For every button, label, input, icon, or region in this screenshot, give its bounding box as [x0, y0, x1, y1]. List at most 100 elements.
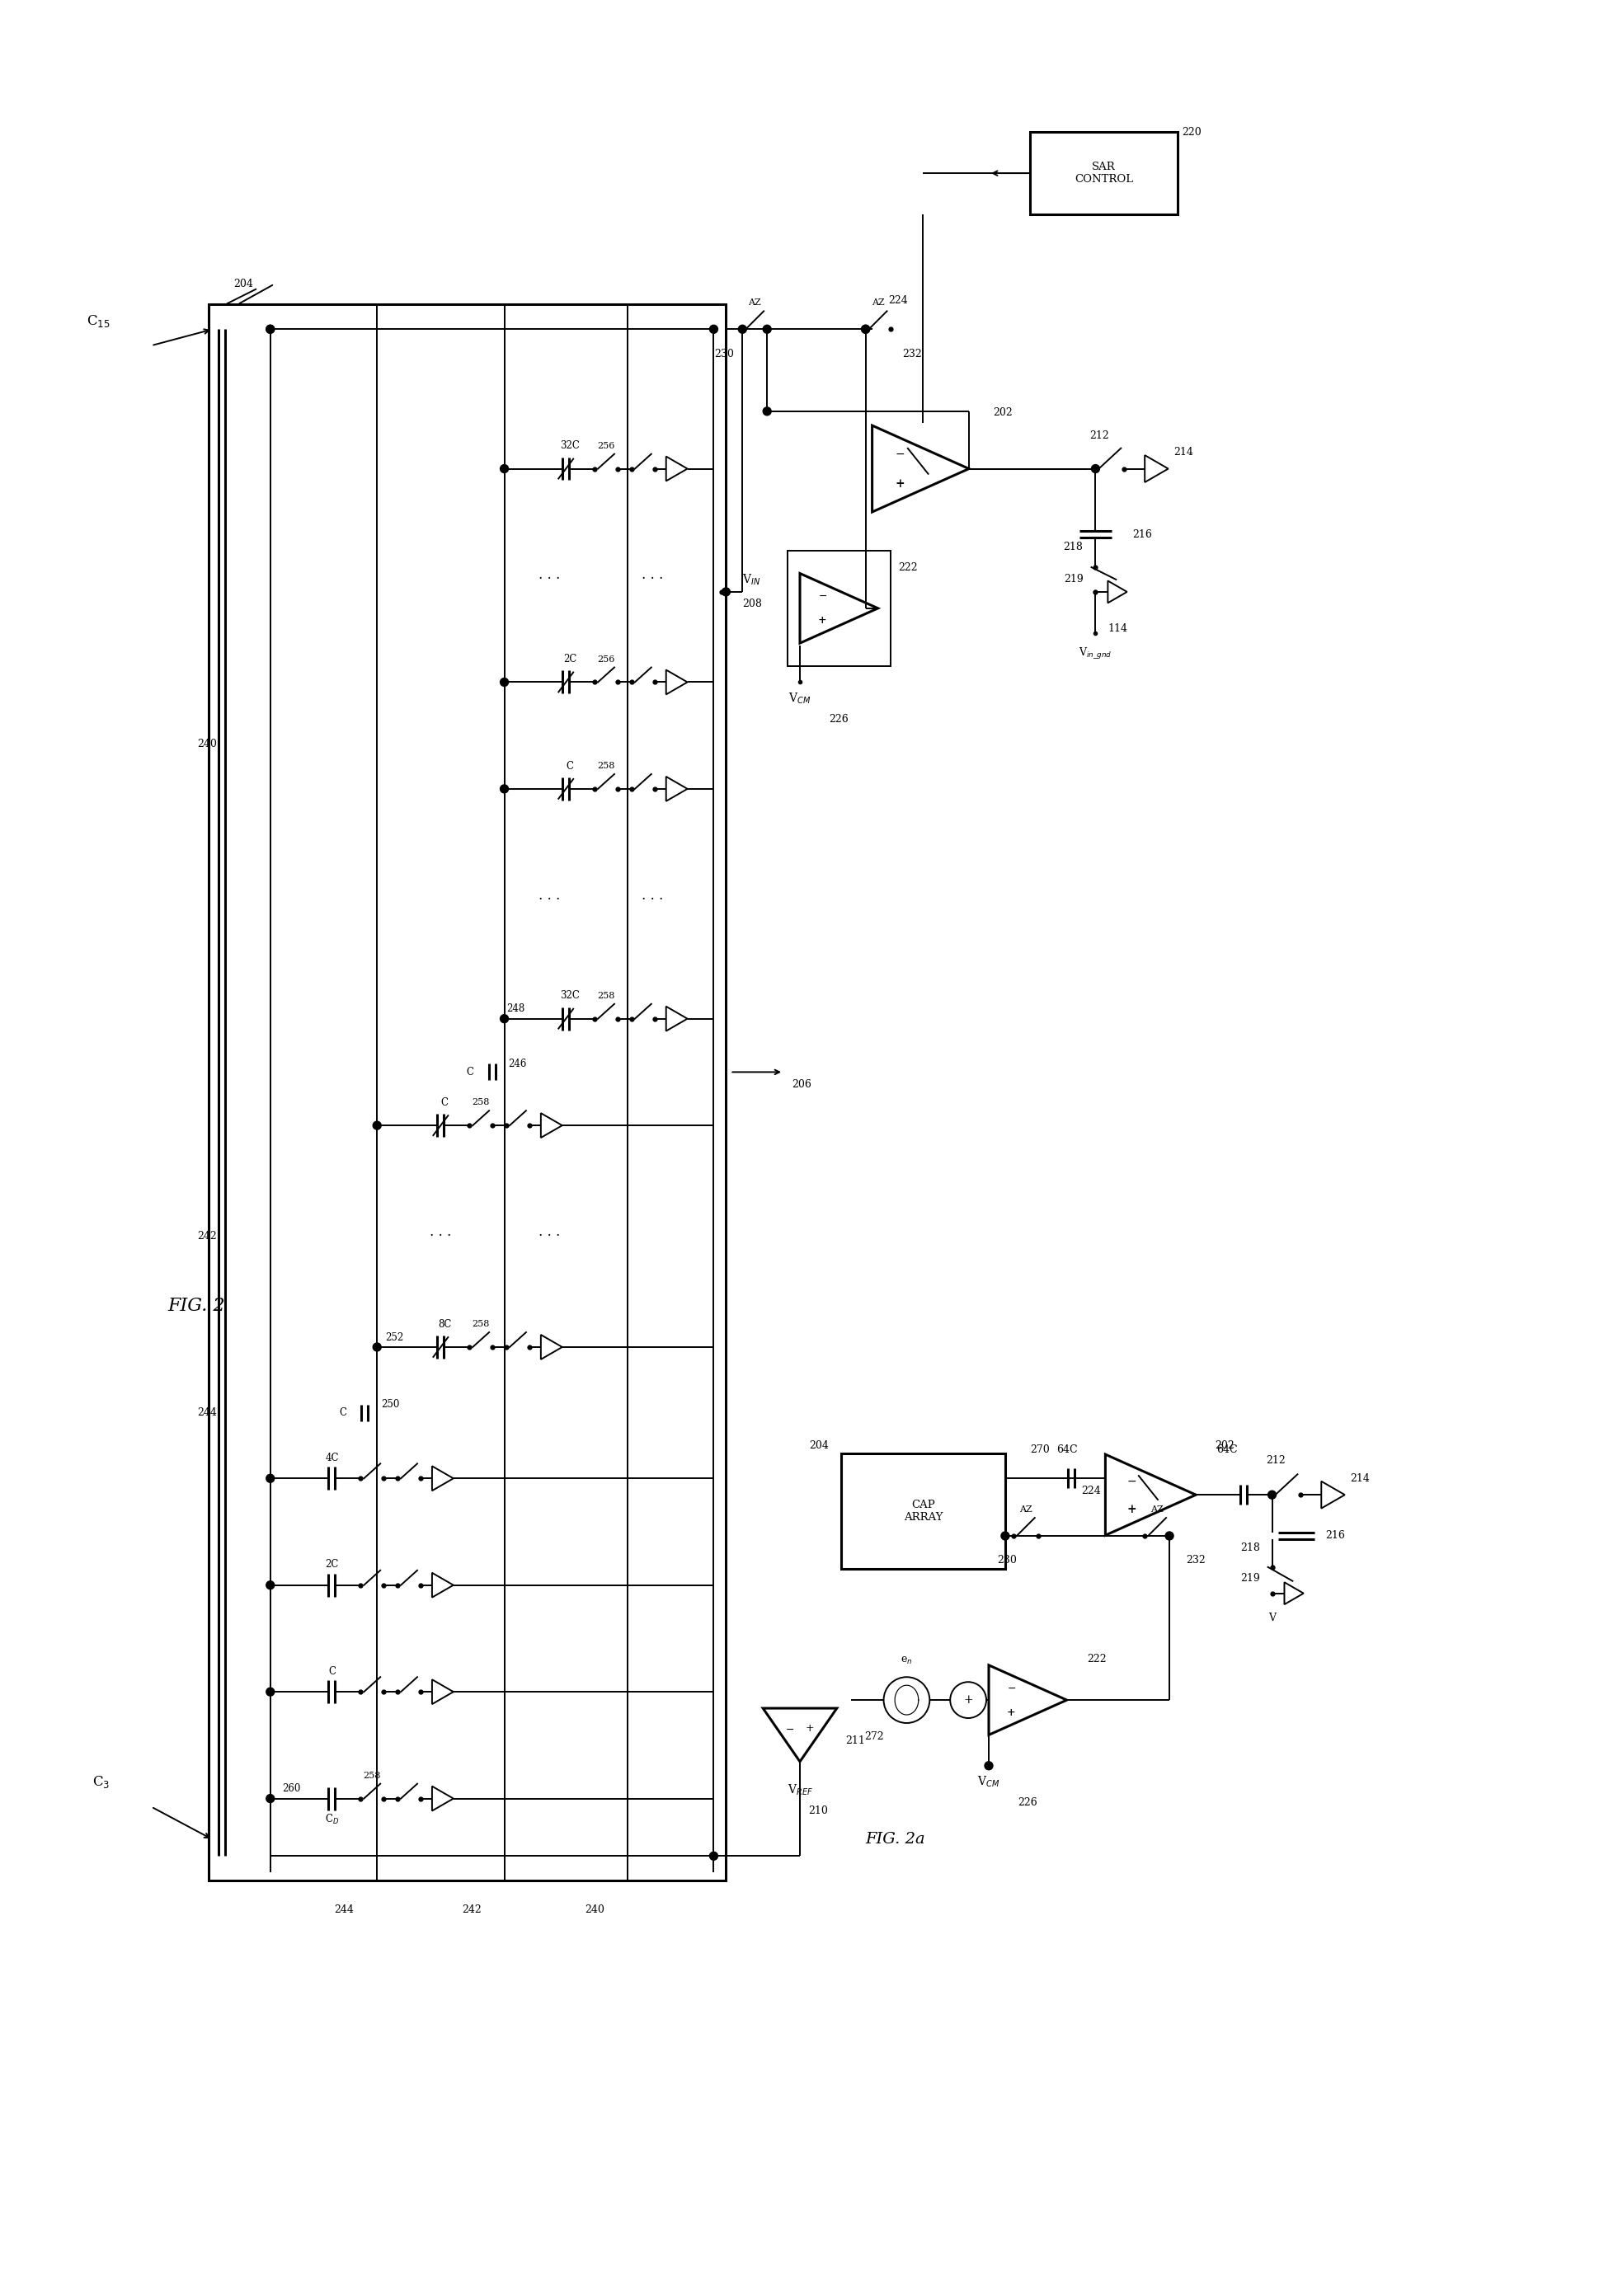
Circle shape — [265, 1582, 275, 1589]
Text: 202: 202 — [993, 409, 1012, 418]
Text: 32C: 32C — [560, 990, 580, 1001]
Text: C: C — [566, 760, 574, 771]
Text: . . .: . . . — [641, 569, 664, 583]
Text: 242: 242 — [197, 1231, 217, 1242]
Text: 260: 260 — [283, 1784, 301, 1793]
Circle shape — [1001, 1531, 1009, 1541]
Circle shape — [985, 1761, 993, 1770]
Circle shape — [373, 1120, 381, 1130]
Text: 216: 216 — [1132, 528, 1153, 540]
Text: 212: 212 — [1091, 432, 1110, 441]
Text: 202: 202 — [1215, 1440, 1234, 1451]
Text: $-$: $-$ — [819, 590, 827, 602]
Circle shape — [710, 326, 718, 333]
Text: 204: 204 — [809, 1440, 828, 1451]
Circle shape — [500, 1015, 508, 1022]
Text: AZ: AZ — [1151, 1506, 1164, 1513]
Text: 244: 244 — [334, 1903, 353, 1915]
Text: AZ: AZ — [871, 298, 884, 308]
Text: +: + — [819, 615, 827, 627]
Text: 226: 226 — [1017, 1798, 1038, 1807]
Text: 246: 246 — [508, 1058, 526, 1070]
Circle shape — [500, 464, 508, 473]
Circle shape — [710, 1853, 718, 1860]
Circle shape — [1166, 1531, 1174, 1541]
Text: 244: 244 — [197, 1407, 217, 1419]
Text: FIG. 2a: FIG. 2a — [865, 1832, 926, 1846]
Text: 248: 248 — [507, 1003, 524, 1015]
Text: 208: 208 — [742, 599, 763, 608]
Text: . . .: . . . — [539, 889, 560, 902]
Text: 222: 222 — [899, 563, 918, 572]
Circle shape — [862, 326, 870, 333]
Text: 218: 218 — [1063, 542, 1083, 551]
Circle shape — [265, 1795, 275, 1802]
Text: AZ: AZ — [748, 298, 761, 308]
Text: $-$: $-$ — [785, 1724, 795, 1733]
Text: 232: 232 — [1186, 1554, 1206, 1566]
Text: 2C: 2C — [325, 1559, 339, 1570]
Text: V$_{in\_gnd}$: V$_{in\_gnd}$ — [1079, 645, 1113, 661]
Text: 270: 270 — [1030, 1444, 1049, 1456]
Text: 4C: 4C — [325, 1453, 339, 1463]
Text: 219: 219 — [1063, 574, 1083, 585]
Text: 2C: 2C — [563, 654, 577, 664]
Text: +: + — [1127, 1504, 1137, 1515]
Text: AZ: AZ — [1019, 1506, 1033, 1513]
Text: . . .: . . . — [641, 889, 664, 902]
Text: +: + — [895, 478, 905, 489]
Text: . . .: . . . — [430, 1226, 451, 1240]
Text: 256: 256 — [598, 441, 616, 450]
Circle shape — [265, 1474, 275, 1483]
Bar — [788, 551, 891, 666]
Bar — [841, 1453, 1006, 1568]
Text: 220: 220 — [1182, 126, 1201, 138]
Text: 204: 204 — [233, 278, 253, 289]
Text: 226: 226 — [828, 714, 847, 726]
Text: $-$: $-$ — [1127, 1474, 1137, 1486]
Bar — [1030, 133, 1177, 214]
Circle shape — [500, 785, 508, 792]
Text: V$_{CM}$: V$_{CM}$ — [788, 691, 811, 705]
Text: 211: 211 — [844, 1736, 865, 1747]
Text: +: + — [1007, 1706, 1015, 1717]
Text: . . .: . . . — [539, 569, 560, 583]
Text: 258: 258 — [472, 1097, 489, 1107]
Text: e$_n$: e$_n$ — [900, 1655, 913, 1667]
Circle shape — [1268, 1490, 1276, 1499]
Text: 242: 242 — [462, 1903, 481, 1915]
Circle shape — [1092, 464, 1100, 473]
Circle shape — [265, 326, 275, 333]
Circle shape — [373, 1343, 381, 1350]
Circle shape — [862, 326, 870, 333]
Text: 224: 224 — [889, 296, 908, 305]
Text: C$_{15}$: C$_{15}$ — [86, 312, 110, 328]
Circle shape — [721, 588, 731, 597]
Text: 214: 214 — [1174, 448, 1193, 457]
Text: 240: 240 — [585, 1903, 604, 1915]
Circle shape — [739, 326, 747, 333]
Text: V$_{CM}$: V$_{CM}$ — [977, 1775, 999, 1789]
Text: 8C: 8C — [438, 1318, 451, 1329]
Text: C$_D$: C$_D$ — [325, 1812, 339, 1825]
Text: C: C — [339, 1407, 347, 1419]
Text: C: C — [441, 1097, 448, 1107]
Text: 230: 230 — [998, 1554, 1017, 1566]
Text: $-$: $-$ — [895, 448, 905, 459]
Text: 258: 258 — [363, 1773, 381, 1779]
Text: $-$: $-$ — [1007, 1683, 1015, 1692]
Text: V: V — [1268, 1612, 1276, 1623]
Text: 212: 212 — [1266, 1456, 1286, 1465]
Text: FIG. 2: FIG. 2 — [168, 1297, 225, 1316]
Text: 252: 252 — [385, 1332, 403, 1343]
Text: +: + — [806, 1724, 814, 1733]
Text: 114: 114 — [1108, 625, 1127, 634]
Text: C: C — [328, 1667, 336, 1676]
Text: 258: 258 — [598, 992, 616, 999]
Text: V$_{REF}$: V$_{REF}$ — [787, 1784, 812, 1798]
Circle shape — [763, 326, 771, 333]
Text: 32C: 32C — [560, 441, 580, 450]
Text: C$_3$: C$_3$ — [93, 1775, 110, 1791]
Circle shape — [265, 1688, 275, 1697]
Text: 219: 219 — [1241, 1573, 1260, 1584]
